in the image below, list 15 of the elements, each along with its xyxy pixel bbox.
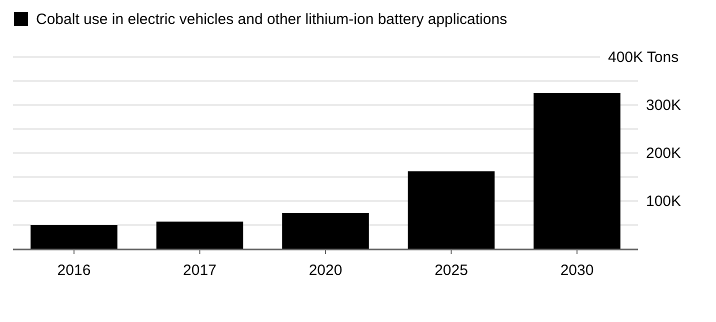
x-tick-label: 2030 — [560, 262, 594, 279]
legend-label: Cobalt use in electric vehicles and other lithium-ion battery applications — [36, 11, 508, 28]
y-tick-label: 400K Tons — [608, 48, 679, 66]
bar — [156, 222, 244, 249]
bar — [282, 213, 369, 249]
y-tick-label: 300K — [646, 96, 682, 114]
bar — [408, 171, 495, 249]
x-tick-label: 2020 — [308, 262, 342, 279]
y-tick-label: 100K — [646, 192, 682, 210]
bar — [30, 225, 118, 249]
x-tick-label: 2025 — [434, 262, 468, 279]
y-tick-label: 200K — [646, 144, 682, 162]
x-tick-label: 2017 — [183, 262, 216, 279]
bar — [534, 93, 620, 249]
x-tick-label: 2016 — [57, 262, 91, 279]
